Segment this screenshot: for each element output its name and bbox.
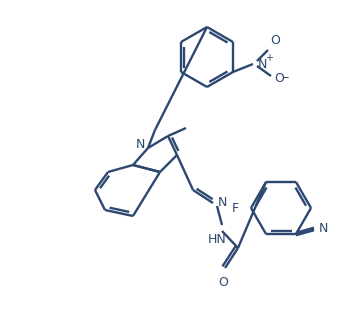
- Text: +: +: [265, 53, 273, 63]
- Text: N: N: [319, 222, 329, 236]
- Text: –: –: [282, 72, 288, 84]
- Text: HN: HN: [208, 233, 227, 246]
- Text: O: O: [274, 72, 284, 84]
- Text: N: N: [135, 138, 145, 152]
- Text: F: F: [232, 202, 239, 214]
- Text: N: N: [218, 196, 227, 210]
- Text: O: O: [218, 276, 228, 289]
- Text: N: N: [258, 57, 268, 71]
- Text: O: O: [270, 34, 280, 47]
